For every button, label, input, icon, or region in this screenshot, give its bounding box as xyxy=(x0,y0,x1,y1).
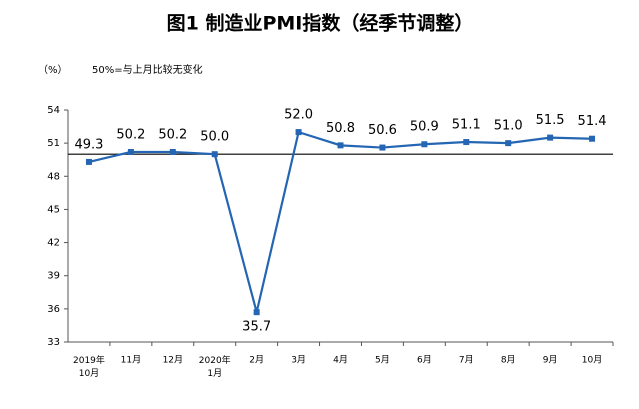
x-tick-label: 10月 xyxy=(582,355,602,366)
value-label: 35.7 xyxy=(242,320,271,335)
x-tick-label: 6月 xyxy=(417,355,432,366)
value-label: 50.6 xyxy=(368,123,397,138)
chart-title: 图1 制造业PMI指数（经季节调整） xyxy=(167,12,474,35)
x-tick-label: 8月 xyxy=(501,355,516,366)
line xyxy=(88,130,593,313)
y-tick-label: 54 xyxy=(47,105,60,116)
y-tick-label: 36 xyxy=(47,304,60,315)
x-tick-label: 11月 xyxy=(121,355,141,366)
marker xyxy=(127,148,134,155)
x-tick-label: 3月 xyxy=(291,355,306,366)
value-label: 51.4 xyxy=(578,114,607,129)
value-label: 51.0 xyxy=(494,119,523,134)
y-tick-label: 45 xyxy=(47,204,60,215)
x-tick-label: 5月 xyxy=(375,355,390,366)
marker xyxy=(211,151,218,158)
marker xyxy=(463,139,470,146)
value-label: 52.0 xyxy=(284,108,313,123)
x-tick-label: 9月 xyxy=(543,355,558,366)
x-tick-label: 4月 xyxy=(333,355,348,366)
marker xyxy=(85,158,92,165)
x-tick-label: 7月 xyxy=(459,355,474,366)
value-label: 50.2 xyxy=(158,127,187,142)
marker xyxy=(169,148,176,155)
y-tick-label: 48 xyxy=(47,171,60,182)
marker xyxy=(253,309,260,316)
y-tick-label: 51 xyxy=(47,138,60,149)
x-tick-label: 2019年 10月 xyxy=(73,354,105,379)
value-label: 49.3 xyxy=(74,137,103,152)
value-label: 50.2 xyxy=(116,127,145,142)
y-tick-label: 39 xyxy=(47,271,60,282)
value-label: 51.1 xyxy=(452,118,481,133)
marker xyxy=(589,135,596,142)
marker xyxy=(379,144,386,151)
unit-label: （%） xyxy=(38,64,68,76)
note: 50%=与上月比较无变化 xyxy=(92,63,203,76)
x-tick-label: 2020年 1月 xyxy=(199,354,231,379)
y-tick-label: 42 xyxy=(47,238,60,249)
value-label: 50.9 xyxy=(410,120,439,135)
marker xyxy=(421,141,428,148)
x-tick-label: 12月 xyxy=(163,355,183,366)
x-tick-label: 2月 xyxy=(249,355,264,366)
value-label: 50.0 xyxy=(200,130,229,145)
value-label: 51.5 xyxy=(536,113,565,128)
y-tick-label: 33 xyxy=(47,337,60,348)
marker xyxy=(295,129,302,136)
marker xyxy=(337,142,344,149)
value-label: 50.8 xyxy=(326,121,355,136)
marker xyxy=(505,140,512,147)
marker xyxy=(547,134,554,141)
